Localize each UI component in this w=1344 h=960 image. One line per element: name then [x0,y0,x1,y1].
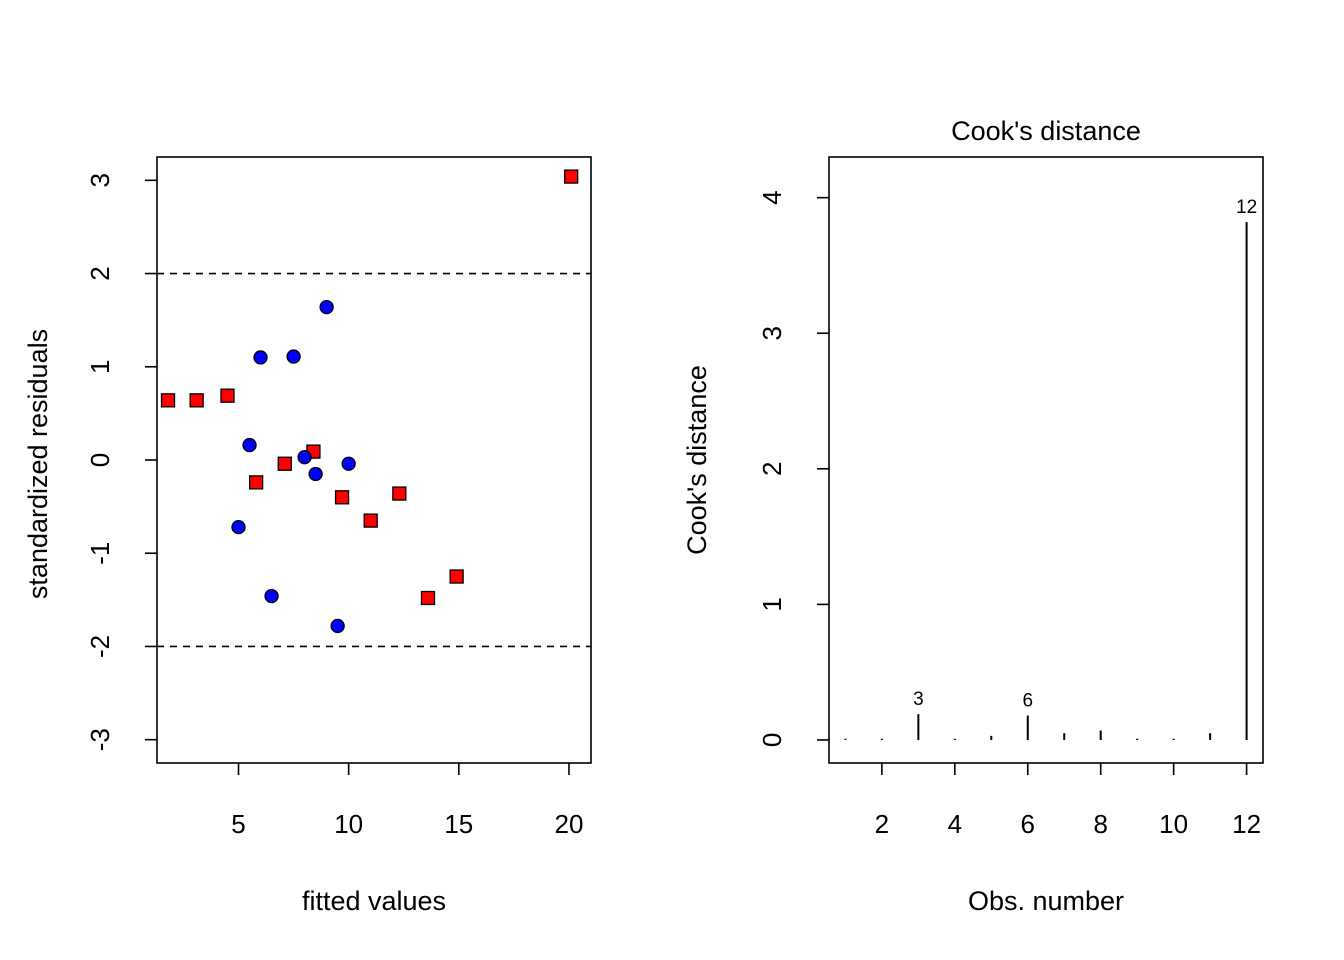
data-point-circle [330,618,345,634]
x-tick-label: 2 [875,809,889,839]
plot-title: Cook's distance [951,116,1141,146]
y-tick-label: -3 [85,728,115,751]
data-point-circle [242,437,257,453]
x-tick-label: 6 [1021,809,1035,839]
data-point-square [392,486,407,501]
data-point-circle [319,299,334,315]
y-tick-label: 2 [757,462,787,476]
x-tick-label: 10 [1159,809,1188,839]
y-tick-label: 2 [85,266,115,280]
data-point-square [564,169,579,184]
data-point-square [160,393,176,408]
data-point-square [189,393,204,408]
y-tick-label: 3 [85,173,115,187]
x-tick-label: 12 [1232,809,1261,839]
residuals-panel: 5 10 15 20 -3 -2 -1 0 1 2 3 fitted values standardiz… [23,156,592,916]
point-label: 6 [1022,691,1033,712]
y-tick-label: 1 [757,597,787,611]
x-tick-label: 15 [444,809,473,839]
data-point-circle [286,349,301,364]
data-point-square [277,456,292,471]
x-axis-title: Obs. number [968,886,1124,916]
data-point-circle [231,519,246,535]
point-label: 3 [913,689,924,710]
y-tick-label: -1 [85,542,115,565]
data-point-circle [297,450,312,465]
point-label: 12 [1236,197,1257,218]
y-tick-label: 4 [757,190,787,204]
data-point-square [334,490,350,505]
x-tick-label: 10 [334,809,363,839]
data-point-square [220,388,235,403]
y-axis-title: standardized residuals [23,329,53,599]
data-point-circle [308,466,323,482]
plot-frame [828,156,1264,764]
y-tick-label: 3 [757,326,787,340]
data-point-square [248,475,264,490]
x-tick-label: 4 [948,809,962,839]
x-axis-title: fitted values [302,886,446,916]
y-tick-label: 1 [85,360,115,374]
data-point-square [449,569,464,584]
x-tick-label: 20 [555,809,584,839]
data-point-circle [341,456,356,471]
data-point-circle [264,588,279,604]
y-axis-title: Cook's distance [682,365,712,555]
data-point-circle [253,350,268,365]
x-tick-label: 8 [1093,809,1107,839]
y-tick-label: 0 [757,733,787,747]
x-tick-label: 5 [231,809,245,839]
plot-frame [156,156,592,764]
data-point-square [420,590,436,606]
y-tick-label: 0 [85,453,115,467]
y-tick-label: -2 [85,635,115,658]
data-point-square [363,513,378,528]
